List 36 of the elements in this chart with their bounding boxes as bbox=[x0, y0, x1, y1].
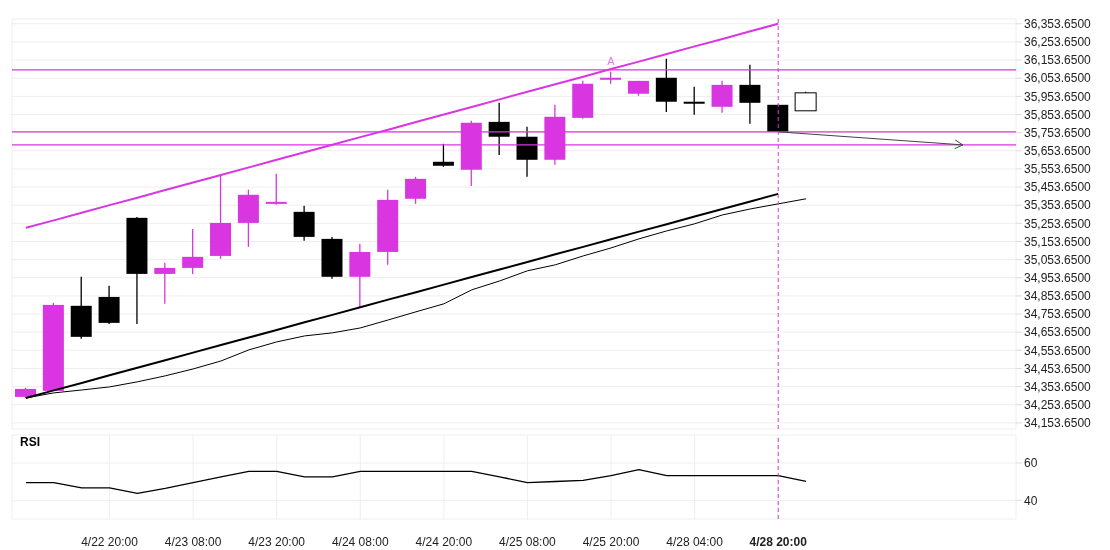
y-tick-label: 34,853.6500 bbox=[1024, 289, 1092, 304]
y-tick-label: 34,253.6500 bbox=[1024, 398, 1092, 413]
x-tick-label: 4/25 20:00 bbox=[582, 535, 640, 549]
y-tick-label: 34,453.6500 bbox=[1024, 361, 1092, 376]
y-tick-label: 36,253.6500 bbox=[1024, 35, 1092, 50]
y-tick-label: 35,453.6500 bbox=[1024, 180, 1092, 195]
annotation: A bbox=[607, 54, 616, 67]
y-tick-label: 34,553.6500 bbox=[1024, 343, 1092, 358]
y-tick-label: 34,653.6500 bbox=[1024, 325, 1092, 340]
x-tick-label: 4/24 20:00 bbox=[415, 535, 473, 549]
y-tick-label: 36,353.6500 bbox=[1024, 17, 1092, 32]
y-tick-label: 34,753.6500 bbox=[1024, 307, 1092, 322]
x-tick-label: 4/22 20:00 bbox=[81, 535, 139, 549]
y-tick-label: 35,853.6500 bbox=[1024, 107, 1092, 122]
y-tick-label: 40 bbox=[1024, 493, 1038, 508]
x-tick-label: 4/23 08:00 bbox=[164, 535, 222, 549]
y-tick-label: 35,153.6500 bbox=[1024, 234, 1092, 249]
y-tick-label: 34,153.6500 bbox=[1024, 416, 1092, 431]
x-tick-label: 4/24 08:00 bbox=[331, 535, 389, 549]
y-tick-label: 35,953.6500 bbox=[1024, 89, 1092, 104]
y-tick-label: 36,053.6500 bbox=[1024, 71, 1092, 86]
y-tick-label: 34,353.6500 bbox=[1024, 379, 1092, 394]
y-tick-label: 36,153.6500 bbox=[1024, 53, 1092, 68]
x-tick-label: 4/25 08:00 bbox=[499, 535, 557, 549]
y-tick-label: 35,253.6500 bbox=[1024, 216, 1092, 231]
chart-title: RSI bbox=[20, 435, 41, 449]
y-tick-label: 34,953.6500 bbox=[1024, 271, 1092, 286]
x-tick-label: 4/28 20:00 bbox=[749, 535, 808, 549]
y-tick-label: 35,753.6500 bbox=[1024, 125, 1092, 140]
y-tick-label: 35,353.6500 bbox=[1024, 198, 1092, 213]
x-tick-label: 4/23 20:00 bbox=[248, 535, 306, 549]
y-tick-label: 60 bbox=[1024, 456, 1038, 471]
y-tick-label: 35,553.6500 bbox=[1024, 162, 1092, 177]
y-tick-label: 35,653.6500 bbox=[1024, 144, 1092, 159]
x-tick-label: 4/28 04:00 bbox=[666, 535, 724, 549]
y-tick-label: 35,053.6500 bbox=[1024, 252, 1092, 267]
